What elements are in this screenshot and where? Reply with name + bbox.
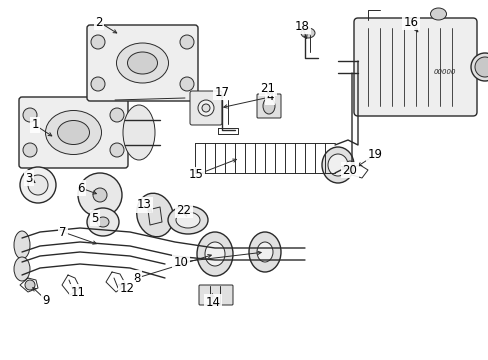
Text: 18: 18 (294, 19, 309, 32)
Ellipse shape (137, 193, 173, 237)
Text: 21: 21 (260, 81, 275, 94)
Text: 13: 13 (136, 198, 151, 211)
Ellipse shape (204, 242, 224, 266)
Text: 4: 4 (265, 90, 273, 104)
Circle shape (91, 77, 105, 91)
Ellipse shape (78, 173, 122, 217)
Circle shape (110, 143, 124, 157)
Circle shape (20, 167, 56, 203)
Text: 3: 3 (25, 171, 33, 184)
Ellipse shape (97, 217, 109, 227)
Circle shape (23, 143, 37, 157)
FancyBboxPatch shape (257, 94, 281, 118)
Ellipse shape (346, 161, 353, 169)
Text: 19: 19 (367, 148, 382, 162)
Text: 16: 16 (403, 15, 418, 28)
FancyBboxPatch shape (87, 25, 198, 101)
Ellipse shape (327, 154, 347, 176)
Text: 14: 14 (205, 296, 220, 309)
FancyBboxPatch shape (19, 97, 128, 168)
Ellipse shape (321, 147, 353, 183)
Ellipse shape (301, 28, 314, 38)
Circle shape (110, 108, 124, 122)
Ellipse shape (45, 111, 102, 154)
Ellipse shape (168, 206, 207, 234)
Text: 1: 1 (31, 118, 39, 131)
Text: 7: 7 (59, 225, 67, 238)
Text: 00000: 00000 (433, 69, 455, 75)
Ellipse shape (123, 105, 155, 160)
Circle shape (180, 77, 194, 91)
Ellipse shape (14, 257, 30, 281)
Circle shape (28, 175, 48, 195)
Ellipse shape (197, 232, 232, 276)
Circle shape (25, 280, 35, 290)
Ellipse shape (257, 242, 272, 262)
Ellipse shape (176, 212, 200, 228)
Text: 12: 12 (119, 282, 134, 294)
FancyBboxPatch shape (199, 285, 232, 305)
Ellipse shape (429, 8, 446, 20)
Ellipse shape (248, 232, 281, 272)
Ellipse shape (263, 98, 274, 114)
Text: 11: 11 (70, 285, 85, 298)
Circle shape (91, 35, 105, 49)
Ellipse shape (87, 208, 119, 236)
Text: 8: 8 (133, 271, 141, 284)
Text: 20: 20 (342, 163, 357, 176)
Text: 22: 22 (176, 203, 191, 216)
Circle shape (180, 35, 194, 49)
Ellipse shape (116, 43, 168, 83)
Ellipse shape (14, 231, 30, 259)
Text: 10: 10 (173, 256, 188, 269)
Circle shape (198, 100, 214, 116)
Ellipse shape (58, 121, 89, 144)
FancyBboxPatch shape (353, 18, 476, 116)
Ellipse shape (470, 53, 488, 81)
Text: 2: 2 (95, 15, 102, 28)
Text: 6: 6 (77, 181, 84, 194)
Ellipse shape (474, 57, 488, 77)
FancyBboxPatch shape (190, 91, 222, 125)
Text: 5: 5 (91, 211, 99, 225)
Ellipse shape (93, 188, 107, 202)
Circle shape (202, 104, 209, 112)
Text: 9: 9 (42, 293, 50, 306)
Circle shape (23, 108, 37, 122)
Text: 15: 15 (188, 168, 203, 181)
Ellipse shape (127, 52, 157, 74)
Text: 17: 17 (214, 85, 229, 99)
